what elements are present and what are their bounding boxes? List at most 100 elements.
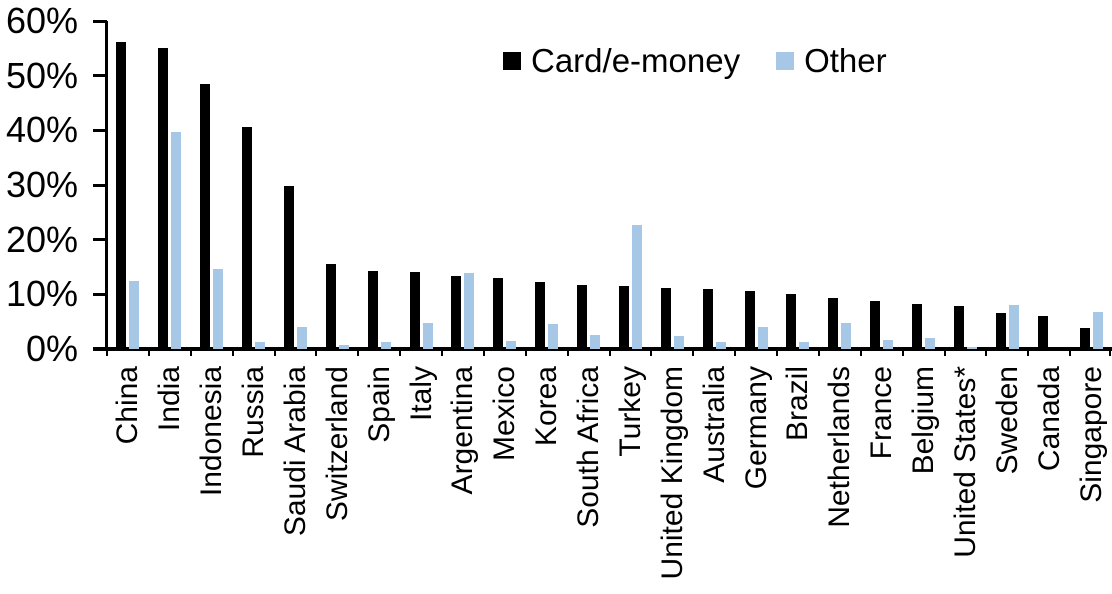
bar-card-e-money-argentina [451,275,462,349]
x-label-cell-sweden: Sweden [986,366,1028,594]
bar-group-china [107,21,149,349]
x-label-cell-united-states: United States* [945,366,987,594]
x-tick-mark [189,349,192,356]
bar-other-sweden [1008,304,1019,349]
x-tick-mark [692,349,695,356]
bar-group-south-africa [568,21,610,349]
x-label-united-kingdom: United Kingdom [655,366,689,580]
x-label-netherlands: Netherlands [823,366,857,528]
x-label-australia: Australia [697,366,731,483]
bar-other-argentina [464,273,475,349]
y-tick-label-10: 10% [5,273,78,315]
x-label-spain: Spain [362,366,396,443]
x-label-cell-india: India [149,366,191,594]
bar-group-turkey [610,21,652,349]
bar-other-switzerland [338,344,349,349]
x-label-cell-france: France [861,366,903,594]
bar-group-switzerland [316,21,358,349]
bar-group-india [149,21,191,349]
bar-other-brazil [799,342,810,349]
x-axis-labels: China India Indonesia Russia Saudi Arabia Swi… [107,366,1112,594]
x-tick-mark [1109,349,1111,356]
x-label-sweden: Sweden [990,366,1024,475]
bar-other-russia [255,342,266,349]
bar-group-germany [735,21,777,349]
x-tick-mark [441,349,443,356]
x-label-canada: Canada [1032,366,1066,472]
bar-other-germany [757,327,768,349]
x-label-cell-canada: Canada [1028,366,1070,594]
y-tick-mark [93,292,107,296]
bar-card-e-money-france [870,301,881,349]
bar-card-e-money-korea [535,281,546,349]
bar-other-south-africa [590,335,601,349]
x-label-cell-korea: Korea [526,366,568,594]
y-tick-label-20: 20% [5,218,78,260]
bar-group-netherlands [819,21,861,349]
bar-other-netherlands [841,322,852,349]
x-label-cell-indonesia: Indonesia [191,366,233,594]
bar-card-e-money-canada [1037,315,1048,349]
x-tick-mark [273,349,276,356]
x-tick-mark [106,349,108,356]
x-tick-mark [859,349,862,356]
x-label-china: China [111,366,145,445]
x-tick-mark [817,349,820,356]
x-tick-mark [566,349,569,356]
bar-card-e-money-saudi-arabia [283,185,294,349]
bar-other-mexico [506,341,517,349]
x-label-russia: Russia [237,366,271,458]
bar-other-india [171,131,182,349]
x-label-cell-switzerland: Switzerland [316,366,358,594]
x-tick-mark [357,349,360,356]
bar-other-singapore [1092,312,1103,349]
chart-legend: Card/e-money Other [503,44,887,77]
x-tick-mark [147,349,150,356]
bar-group-korea [526,21,568,349]
x-label-brazil: Brazil [781,366,815,442]
x-label-cell-germany: Germany [735,366,777,594]
y-tick-label-0: 0% [25,328,78,369]
x-label-cell-united-kingdom: United Kingdom [651,366,693,594]
x-label-south-africa: South Africa [572,366,606,528]
x-label-cell-mexico: Mexico [484,366,526,594]
bar-card-e-money-turkey [618,285,629,349]
other-swatch-icon [776,51,795,70]
bar-other-france [883,340,894,349]
x-label-cell-saudi-arabia: Saudi Arabia [275,366,317,594]
bar-group-indonesia [191,21,233,349]
x-tick-mark [399,349,402,356]
bar-card-e-money-sweden [995,312,1006,349]
x-label-indonesia: Indonesia [195,366,229,497]
x-label-cell-italy: Italy [400,366,442,594]
y-tick-label-50: 50% [5,54,78,96]
bar-card-e-money-south-africa [577,284,588,349]
bar-card-e-money-spain [367,271,378,349]
bar-group-canada [1028,21,1070,349]
bar-group-spain [358,21,400,349]
x-label-italy: Italy [404,366,438,422]
x-label-germany: Germany [739,366,773,490]
bar-card-e-money-switzerland [325,263,336,349]
y-tick-mark [93,19,107,23]
bar-card-e-money-united-states [953,305,964,349]
x-label-cell-singapore: Singapore [1070,366,1112,594]
x-tick-mark [231,349,234,356]
x-label-belgium: Belgium [907,366,941,475]
bar-card-e-money-singapore [1079,328,1090,349]
card-emoney-swatch-icon [503,51,521,70]
x-tick-mark [524,349,527,356]
legend-item-card-emoney: Card/e-money [503,44,740,77]
bar-other-united-kingdom [673,335,684,349]
bar-group-australia [693,21,735,349]
bar-group-russia [233,21,275,349]
bar-group-united-kingdom [651,21,693,349]
x-label-cell-china: China [107,366,149,594]
y-tick-mark [93,128,107,132]
bar-card-e-money-brazil [786,293,797,349]
bar-group-brazil [777,21,819,349]
x-tick-mark [482,349,485,356]
bar-card-e-money-russia [242,127,253,349]
bar-group-sweden [986,21,1028,349]
